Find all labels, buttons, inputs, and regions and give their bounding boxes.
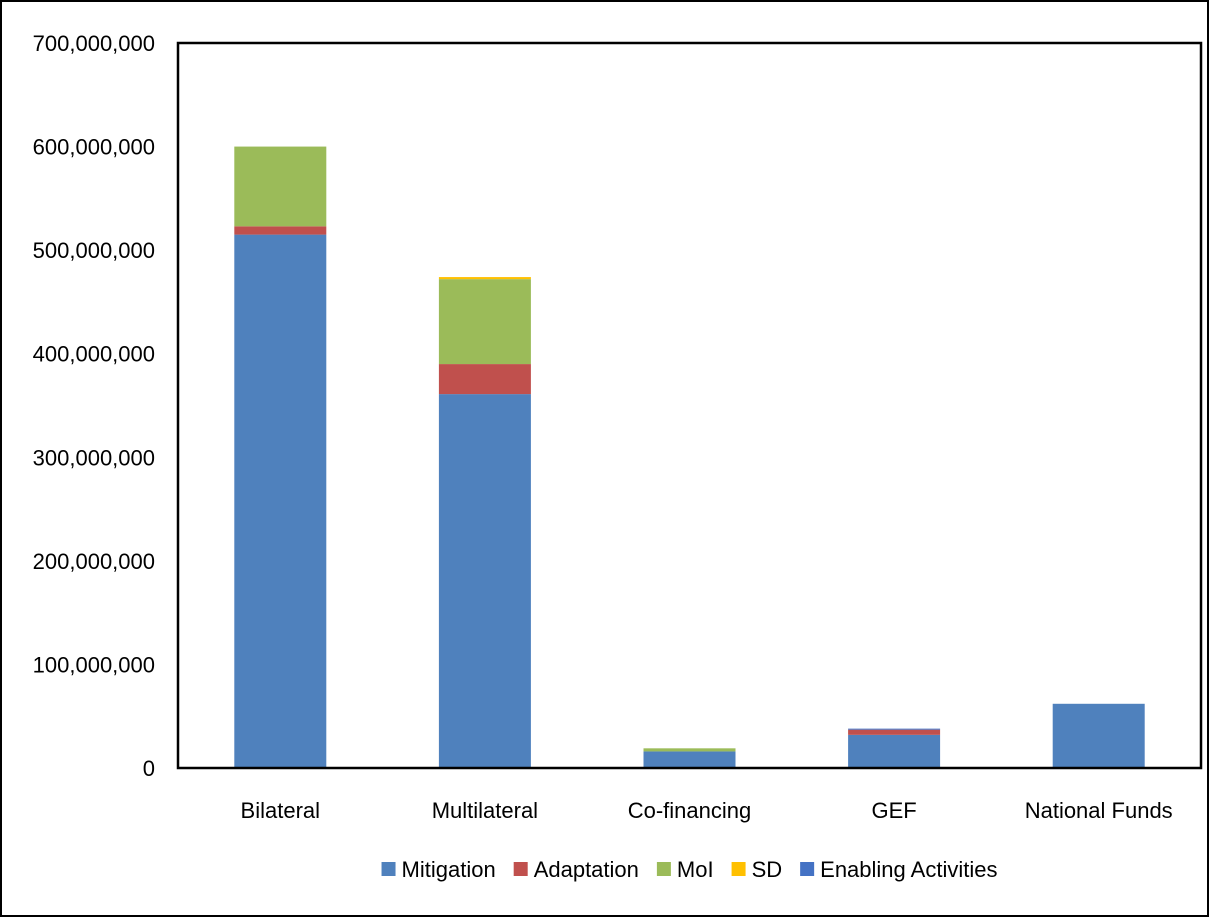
bar-bilateral-adaptation	[234, 226, 327, 235]
y-axis-tick-labels: 0 100,000,000 200,000,000 300,000,000 400,00…	[33, 31, 155, 781]
x-tick-label-bilateral: Bilateral	[241, 798, 320, 823]
bar-gef-enabling-activities	[848, 728, 941, 730]
bar-bilateral-moi	[234, 146, 327, 227]
legend: Mitigation Adaptation MoI SD Enabling Activi…	[381, 857, 997, 882]
x-tick-label-national-funds: National Funds	[1025, 798, 1173, 823]
legend-label-moi: MoI	[677, 857, 714, 882]
bar-national-funds-mitigation	[1052, 703, 1145, 768]
bar-multilateral-moi	[438, 279, 531, 365]
legend-label-adaptation: Adaptation	[534, 857, 639, 882]
y-tick-label-3: 300,000,000	[33, 445, 155, 470]
bar-bilateral-mitigation	[234, 234, 327, 768]
x-tick-label-gef: GEF	[871, 798, 916, 823]
y-tick-label-4: 400,000,000	[33, 342, 155, 367]
legend-swatch-enabling-activities	[800, 862, 815, 876]
legend-label-sd: SD	[752, 857, 783, 882]
y-tick-label-1: 100,000,000	[33, 652, 155, 677]
bar-multilateral-sd	[438, 277, 531, 280]
y-tick-label-6: 600,000,000	[33, 135, 155, 160]
bar-co-financing-mitigation	[643, 751, 736, 768]
x-tick-label-co-financing: Co-financing	[628, 798, 752, 823]
legend-swatch-adaptation	[513, 862, 528, 876]
legend-label-mitigation: Mitigation	[402, 857, 496, 882]
legend-swatch-moi	[656, 862, 671, 876]
legend-swatch-sd	[731, 862, 746, 876]
y-tick-label-7: 700,000,000	[33, 31, 155, 56]
bars-group	[234, 146, 1145, 768]
y-tick-label-0: 0	[143, 756, 155, 781]
x-axis-category-labels: Bilateral Multilateral Co-financing GEF Nati…	[241, 798, 1173, 823]
bar-multilateral-mitigation	[438, 394, 531, 768]
bar-co-financing-moi	[643, 748, 736, 752]
legend-label-enabling-activities: Enabling Activities	[820, 857, 997, 882]
legend-swatch-mitigation	[381, 862, 396, 876]
y-tick-label-2: 200,000,000	[33, 549, 155, 574]
bar-multilateral-adaptation	[438, 364, 531, 395]
plot-area-border	[176, 41, 1203, 770]
bar-gef-mitigation	[848, 734, 941, 768]
bar-gef-adaptation	[848, 729, 941, 735]
x-tick-label-multilateral: Multilateral	[432, 798, 538, 823]
y-tick-label-5: 500,000,000	[33, 238, 155, 263]
